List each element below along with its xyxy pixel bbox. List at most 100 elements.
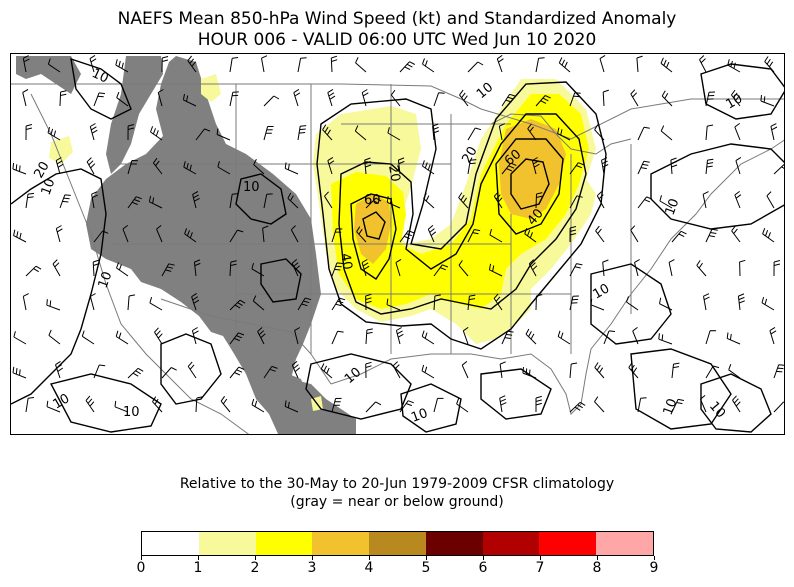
contour-texas-10 — [400, 383, 462, 433]
wind-barb — [535, 192, 543, 209]
wind-barb — [421, 330, 435, 345]
wind-barb — [183, 161, 197, 175]
state-lines-1 — [235, 84, 632, 354]
colorbar-tick-label: 4 — [364, 560, 374, 576]
wind-barb — [161, 56, 169, 73]
contour-nw-10 — [70, 57, 132, 120]
wind-barb — [365, 328, 373, 345]
contour-label-w-10: 10 — [39, 177, 59, 198]
wind-barb — [365, 197, 382, 209]
wind-barb — [525, 328, 537, 345]
anomaly-1-north — [201, 74, 221, 102]
wind-barb — [773, 364, 784, 379]
wind-barb — [263, 126, 274, 141]
colorbar-tickmark — [368, 556, 370, 560]
wind-barb — [149, 296, 163, 311]
wind-barb — [229, 91, 239, 107]
mexico-border — [160, 298, 332, 385]
wind-barb — [628, 362, 639, 379]
wind-barb — [297, 297, 312, 311]
wind-barb — [161, 263, 175, 277]
wind-barb — [251, 398, 265, 413]
wind-barb — [569, 263, 583, 277]
colorbar-segment-5 — [425, 532, 483, 555]
wind-barb — [297, 125, 307, 141]
colorbar-segment-8 — [596, 532, 654, 555]
wind-barb — [595, 225, 605, 243]
wind-barb — [293, 88, 301, 107]
wind-barb — [297, 57, 307, 73]
wind-barb — [421, 364, 435, 379]
contour-midwest-60 — [510, 158, 550, 210]
wind-barb — [291, 259, 301, 277]
wind-barb — [192, 191, 200, 209]
anomaly-3-midwest — [499, 119, 566, 219]
wind-barb — [47, 126, 61, 141]
colorbar-segment-3 — [312, 532, 370, 555]
wind-barb — [501, 330, 514, 345]
wind-barb — [229, 332, 245, 345]
wind-barb — [699, 395, 707, 413]
wind-barb — [423, 193, 435, 209]
wind-barb — [46, 400, 61, 413]
wind-barb — [52, 259, 61, 277]
wind-barb — [220, 396, 231, 413]
wind-barb — [47, 58, 61, 73]
wind-barb — [668, 259, 675, 277]
wind-barb — [157, 89, 164, 107]
anomaly-shading — [49, 74, 596, 411]
wind-barb — [114, 400, 129, 413]
wind-barb — [671, 398, 685, 413]
wind-barb — [493, 293, 503, 311]
colorbar-segment-2 — [255, 532, 313, 555]
wind-barb — [13, 229, 27, 243]
wind-barb — [93, 92, 106, 107]
wind-barb — [263, 193, 273, 209]
wind-barb — [55, 360, 64, 379]
wind-barb — [229, 57, 239, 73]
wind-barb — [25, 397, 35, 413]
contour-plains-40 — [350, 193, 397, 280]
wind-barb — [594, 124, 605, 141]
wind-barb — [535, 95, 551, 107]
wind-barb — [116, 91, 129, 107]
wind-barb — [637, 160, 650, 175]
wind-barb — [773, 164, 784, 175]
wind-barb — [734, 122, 741, 141]
wind-barb — [127, 367, 144, 379]
wind-barb — [331, 330, 344, 345]
wind-barb — [493, 191, 503, 209]
wind-barb — [399, 400, 414, 413]
state-lines-2 — [111, 123, 571, 295]
geography-lines — [11, 83, 784, 434]
wind-barb — [727, 59, 741, 73]
wind-barb — [229, 260, 237, 277]
colorbar-tickmark — [482, 556, 484, 560]
wind-barb — [661, 90, 673, 107]
wind-barb — [93, 230, 109, 243]
wind-barb — [705, 365, 720, 379]
wind-barb — [86, 157, 96, 175]
wind-barb — [458, 192, 469, 209]
wind-barb — [22, 89, 29, 107]
wind-barb — [488, 263, 503, 277]
wind-barb — [364, 157, 372, 175]
wind-barb — [229, 229, 244, 243]
wind-barb — [761, 296, 775, 311]
us-canada-border — [11, 83, 784, 140]
colorbar-tickmark — [197, 556, 199, 560]
wind-barb — [422, 58, 435, 73]
wind-barb — [395, 258, 402, 277]
wind-barb — [217, 161, 231, 175]
wind-barb — [461, 361, 469, 379]
wind-barb — [569, 195, 583, 209]
wind-barb — [734, 191, 742, 209]
wind-barb — [93, 364, 106, 379]
wind-barb — [433, 397, 444, 413]
contour-label-gulf-10: 10 — [342, 365, 364, 387]
wind-barb — [150, 126, 163, 141]
wind-barb — [501, 162, 517, 175]
wind-barb — [154, 327, 163, 345]
wind-barb — [115, 330, 129, 345]
wind-barb — [762, 228, 775, 243]
